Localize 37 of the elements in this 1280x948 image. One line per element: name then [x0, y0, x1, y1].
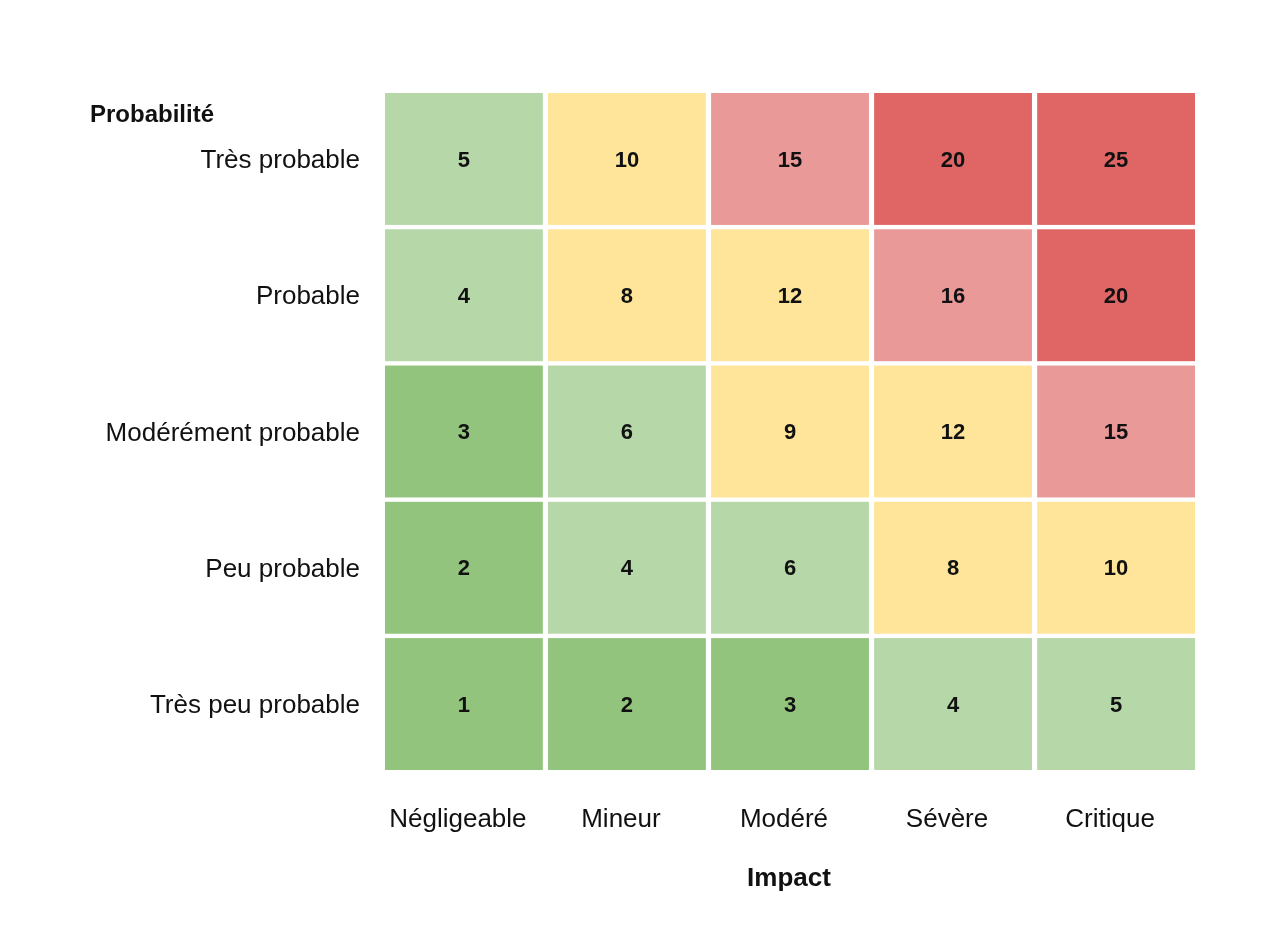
y-tick-label: Modérément probable: [105, 416, 360, 447]
x-tick-label: Critique: [1065, 803, 1155, 833]
y-tick-label: Probable: [255, 280, 360, 311]
data-label: 9: [783, 419, 797, 445]
x-tick-label: Mineur: [581, 803, 662, 833]
data-label: 8: [620, 282, 634, 308]
data-label: 12: [940, 419, 966, 445]
y-tick-label: Peu probable: [205, 552, 360, 583]
data-label: 5: [1109, 691, 1123, 717]
x-tick-label: Sévère: [905, 803, 989, 833]
data-label: 2: [457, 555, 471, 581]
y-tick-label: Très peu probable: [149, 689, 360, 720]
x-tick-label: Négligeable: [389, 803, 527, 833]
data-label: 16: [940, 282, 966, 308]
data-label: 5: [457, 146, 471, 172]
data-label: 4: [620, 555, 634, 581]
x-tick-label: Modéré: [739, 803, 829, 833]
data-label: 3: [783, 691, 797, 717]
data-label: 3: [457, 419, 471, 445]
data-label: 10: [614, 146, 640, 172]
data-label: 20: [1103, 282, 1129, 308]
data-label: 8: [946, 555, 960, 581]
y-axis-title: Probabilité: [90, 100, 215, 127]
data-label: 15: [777, 146, 803, 172]
data-label: 1: [457, 691, 471, 717]
y-tick-label: Très probable: [200, 144, 360, 175]
data-label: 4: [457, 282, 471, 308]
data-label: 6: [620, 419, 634, 445]
data-label: 4: [946, 691, 960, 717]
data-label: 2: [620, 691, 634, 717]
data-label: 20: [940, 146, 966, 172]
data-label: 10: [1103, 555, 1129, 581]
data-label: 25: [1103, 146, 1129, 172]
data-label: 15: [1103, 419, 1129, 445]
x-axis-title: Impact: [747, 862, 832, 892]
data-label: 6: [783, 555, 797, 581]
data-label: 12: [777, 282, 803, 308]
